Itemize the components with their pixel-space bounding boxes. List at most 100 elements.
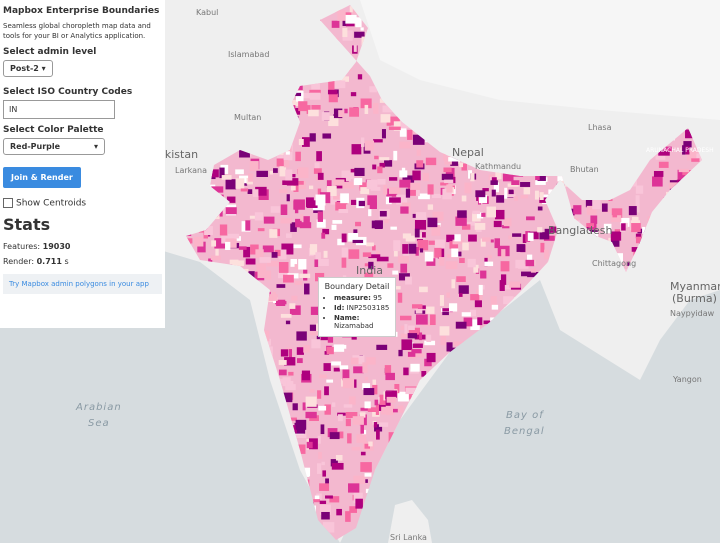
- boundary-patch: [362, 383, 371, 390]
- boundary-patch: [310, 306, 319, 315]
- boundary-patch: [550, 226, 557, 233]
- boundary-patch: [503, 194, 516, 198]
- boundary-patch: [690, 353, 699, 363]
- boundary-patch: [309, 502, 315, 510]
- boundary-patch: [492, 347, 496, 356]
- boundary-patch: [676, 421, 686, 429]
- boundary-patch: [679, 486, 686, 493]
- boundary-patch: [334, 80, 346, 89]
- boundary-patch: [521, 457, 528, 468]
- boundary-patch: [529, 451, 539, 460]
- iso-input[interactable]: IN: [3, 100, 115, 119]
- boundary-patch: [537, 206, 543, 211]
- boundary-patch: [508, 346, 519, 352]
- boundary-patch: [293, 244, 302, 249]
- boundary-patch: [415, 314, 428, 325]
- boundary-patch: [640, 419, 645, 429]
- boundary-patch: [549, 406, 556, 412]
- boundary-patch: [367, 407, 377, 413]
- centroid-toggle[interactable]: Show Centroids: [3, 198, 162, 209]
- boundary-patch: [485, 331, 490, 336]
- boundary-patch: [426, 481, 435, 487]
- place-label: India: [356, 264, 383, 277]
- boundary-patch: [570, 438, 582, 442]
- boundary-patch: [196, 456, 203, 464]
- boundary-patch: [524, 461, 535, 467]
- boundary-patch: [186, 283, 192, 293]
- boundary-patch: [480, 513, 484, 524]
- boundary-patch: [492, 516, 496, 527]
- boundary-patch: [491, 304, 499, 310]
- stat: Render: 0.711 s: [3, 257, 162, 266]
- boundary-patch: [595, 462, 601, 473]
- boundary-patch: [348, 249, 360, 259]
- boundary-patch: [616, 392, 624, 402]
- boundary-patch: [502, 313, 509, 319]
- boundary-patch: [478, 348, 482, 357]
- boundary-patch: [467, 501, 476, 506]
- land: [0, 0, 720, 120]
- boundary-patch: [427, 400, 433, 410]
- boundary-patch: [306, 441, 313, 449]
- boundary-patch: [632, 427, 637, 433]
- boundary-patch: [377, 178, 386, 185]
- boundary-patch: [268, 435, 276, 440]
- boundary-patch: [233, 438, 240, 449]
- boundary-patch: [342, 369, 350, 381]
- boundary-patch: [390, 462, 403, 472]
- boundary-patch: [457, 435, 462, 445]
- boundary-patch: [536, 398, 541, 406]
- checkbox[interactable]: [3, 198, 13, 208]
- boundary-patch: [446, 234, 455, 243]
- boundary-patch: [472, 346, 484, 354]
- boundary-patch: [201, 456, 212, 463]
- boundary-patch: [613, 482, 623, 490]
- boundary-patch: [322, 470, 327, 477]
- promo-link[interactable]: Try Mapbox admin polygons in your app: [3, 273, 162, 294]
- boundary-patch: [457, 210, 467, 218]
- boundary-patch: [607, 500, 612, 506]
- boundary-patch: [475, 536, 484, 540]
- boundary-patch: [224, 319, 233, 327]
- boundary-patch: [417, 239, 429, 251]
- boundary-patch: [186, 278, 192, 285]
- boundary-patch: [457, 451, 465, 456]
- boundary-patch: [458, 285, 469, 294]
- boundary-patch: [442, 188, 452, 200]
- boundary-patch: [467, 258, 476, 268]
- boundary-patch: [388, 126, 401, 130]
- boundary-patch: [453, 462, 462, 467]
- boundary-patch: [186, 435, 189, 444]
- boundary-patch: [653, 383, 661, 389]
- boundary-patch: [492, 343, 498, 348]
- boundary-patch: [345, 14, 357, 24]
- boundary-patch: [487, 255, 492, 259]
- boundary-patch: [222, 368, 226, 372]
- palette-select[interactable]: Red-Purple ▾: [3, 138, 105, 155]
- admin-select[interactable]: Post-2 ▾: [3, 60, 53, 77]
- boundary-patch: [526, 216, 535, 221]
- boundary-patch: [594, 411, 600, 418]
- boundary-patch: [699, 343, 702, 350]
- boundary-patch: [198, 306, 203, 311]
- boundary-patch: [576, 412, 581, 418]
- boundary-patch: [493, 220, 502, 228]
- boundary-patch: [490, 239, 494, 243]
- boundary-patch: [195, 356, 206, 368]
- boundary-patch: [423, 493, 427, 505]
- boundary-patch: [706, 519, 718, 523]
- boundary-patch: [455, 399, 464, 411]
- render-button[interactable]: Join & Render: [3, 167, 81, 188]
- boundary-patch: [492, 347, 505, 353]
- boundary-patch: [519, 307, 528, 315]
- boundary-patch: [425, 452, 437, 463]
- boundary-patch: [526, 343, 534, 350]
- boundary-patch: [226, 533, 234, 538]
- boundary-patch: [412, 343, 423, 348]
- boundary-patch: [549, 442, 560, 449]
- boundary-patch: [188, 505, 195, 512]
- boundary-patch: [270, 529, 281, 539]
- boundary-patch: [196, 510, 206, 519]
- boundary-patch: [687, 481, 699, 492]
